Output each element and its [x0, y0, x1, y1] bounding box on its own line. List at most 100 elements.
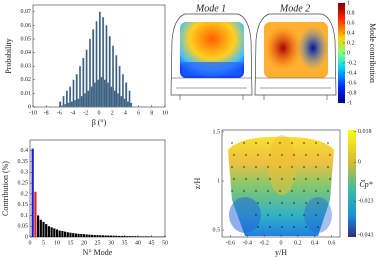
x-tick-label: 2 [111, 110, 114, 116]
colorbar-tick-label: -0.4 [347, 70, 357, 76]
bar [112, 235, 115, 237]
pressure-tap [267, 142, 269, 144]
x-tick-label: 0.4 [311, 240, 319, 246]
histogram-bar [79, 66, 81, 108]
colorbar-tick-label: -1 [347, 100, 352, 106]
x-tick-label: 0 [29, 240, 32, 246]
histogram-bar [118, 66, 121, 108]
x-tick-label: 35 [122, 240, 128, 246]
pressure-tap [231, 142, 233, 144]
x-tick-label: 4 [124, 110, 127, 116]
y-tick-label: 0.02 [21, 77, 32, 83]
bar [45, 224, 48, 237]
x-tick-label: 15 [68, 240, 74, 246]
histogram-bar [125, 82, 128, 108]
x-tick-label: 40 [135, 240, 141, 246]
bar [118, 235, 121, 237]
pressure-tap [269, 154, 271, 156]
bar [42, 221, 45, 237]
colorbar-tick-label: 0.2 [347, 40, 355, 46]
pressure-tap [243, 142, 245, 144]
bar [88, 234, 91, 237]
y-tick-label: 0.1 [21, 213, 29, 219]
x-axis-label: β (°) [92, 118, 107, 127]
x-tick-label: 8 [150, 110, 153, 116]
pressure-tap [315, 166, 317, 168]
y-tick-label: 0.05 [21, 36, 32, 42]
mode-2-image [254, 13, 337, 100]
colorbar [348, 130, 356, 237]
bar [136, 236, 140, 237]
bar [34, 191, 37, 237]
x-tick-label: 0 [280, 240, 283, 246]
bar [115, 235, 118, 237]
bar [109, 235, 113, 237]
x-tick-label: -0.4 [243, 240, 253, 246]
colorbar-tick-label: -0.6 [347, 80, 357, 86]
x-tick-label: -2 [83, 110, 88, 116]
y-axis-label: z/H [193, 178, 202, 190]
x-tick-label: 45 [149, 240, 155, 246]
histogram-bar [70, 101, 73, 108]
pressure-tap [243, 166, 245, 168]
image-title: Mode 1 [195, 3, 226, 14]
histogram-bar [103, 79, 106, 108]
y-tick-label: 0 [28, 104, 31, 110]
y-axis-label: Contribution (%) [1, 161, 10, 216]
histogram-bar [113, 90, 116, 108]
x-tick-label: -10 [29, 110, 37, 116]
colorbar-tick-label: -0.023 [358, 199, 374, 205]
histogram-bar [60, 105, 63, 108]
x-tick-label: -6 [57, 110, 62, 116]
colorbar-tick-label: 0.018 [358, 129, 372, 135]
histogram-bar [90, 86, 93, 108]
y-tick-label: 0.04 [21, 50, 32, 56]
bar [91, 234, 94, 237]
histogram-bar [67, 102, 70, 108]
pressure-tap [281, 226, 283, 228]
histogram-bar [98, 11, 101, 108]
colorbar-label: C̅p* [359, 180, 372, 189]
bar [134, 236, 137, 237]
colorbar [338, 3, 345, 103]
pressure-tap [281, 202, 283, 204]
pressure-tap [327, 190, 329, 192]
histogram-bar [126, 101, 129, 108]
histogram-bar [120, 96, 123, 108]
pressure-tap [327, 166, 329, 168]
bar [37, 215, 40, 237]
histogram-bar [88, 38, 91, 108]
y-tick-label: 0.5 [213, 228, 221, 234]
bar [120, 235, 123, 237]
histogram-bar [110, 86, 113, 108]
pressure-tap [269, 178, 271, 180]
histogram-bar [100, 76, 103, 108]
pressure-tap [245, 178, 247, 180]
bar [66, 232, 69, 237]
mode-1-image [170, 13, 253, 100]
bar [39, 219, 42, 237]
x-tick-label: 25 [95, 240, 101, 246]
bar [74, 233, 77, 237]
bar [47, 226, 50, 237]
x-tick-label: -8 [44, 110, 49, 116]
histogram-bar [115, 55, 118, 108]
bar [145, 236, 148, 237]
pressure-tap [243, 190, 245, 192]
pressure-tap [269, 226, 271, 228]
pressure-tap [255, 214, 257, 216]
histogram-bar [84, 93, 86, 108]
histogram-bar [128, 90, 131, 108]
y-tick-label: 0.03 [21, 64, 32, 70]
colorbar-tick-label: 1 [347, 0, 350, 6]
bar [101, 235, 104, 237]
pressure-tap [291, 190, 293, 192]
plot-frame [29, 139, 166, 238]
histogram-bar [64, 104, 67, 108]
bar [142, 236, 145, 237]
colorbar-tick-label: 0 [358, 160, 361, 166]
pressure-tap [305, 202, 307, 204]
bar [128, 236, 131, 237]
bar [80, 233, 83, 237]
